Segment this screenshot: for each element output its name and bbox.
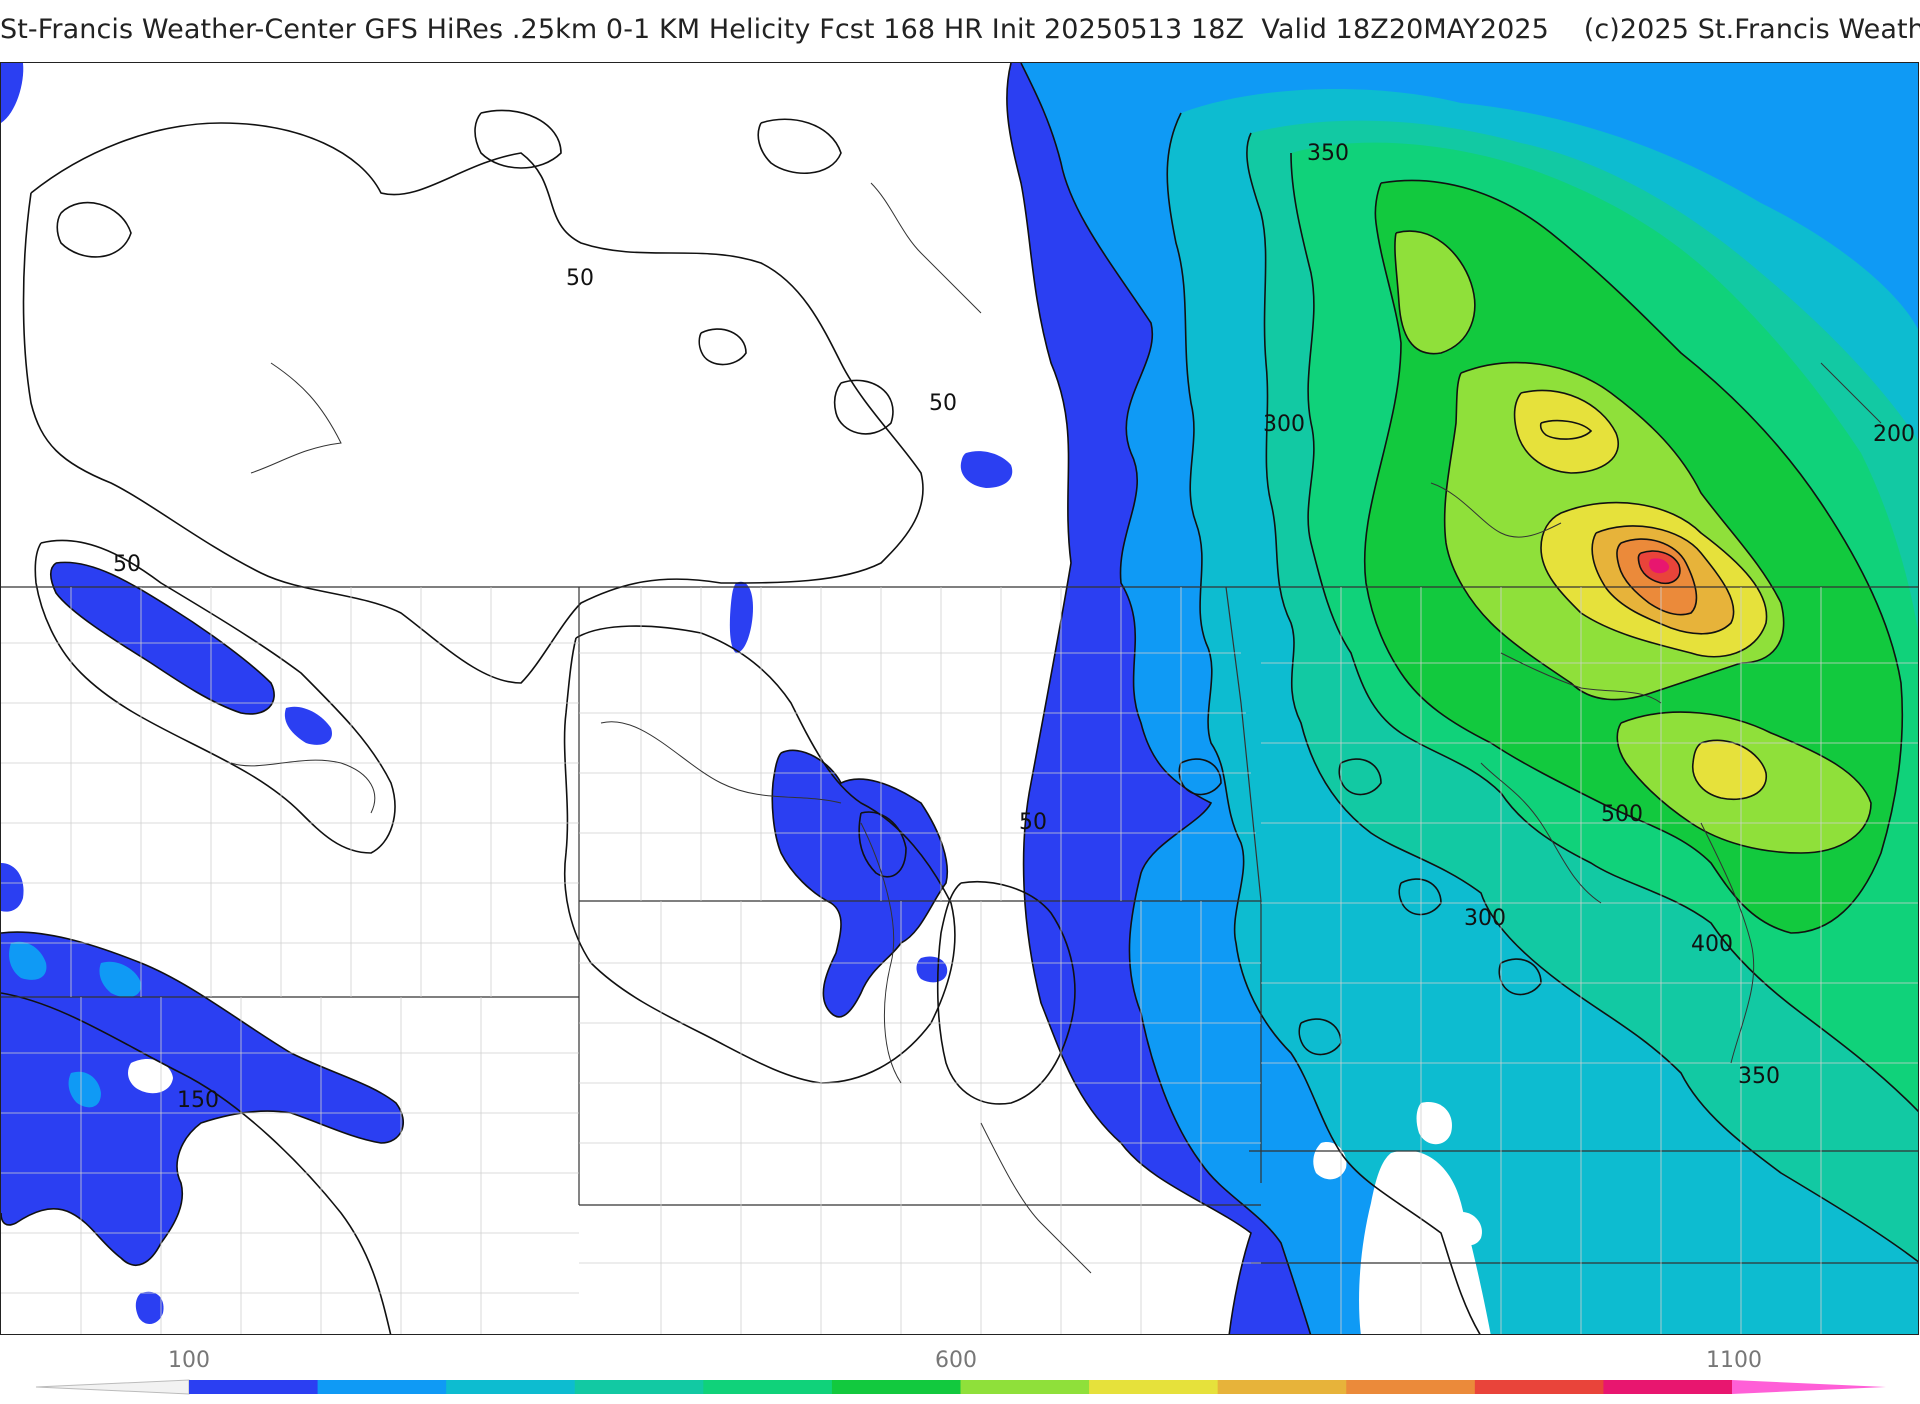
- patch-sw-small: [135, 1291, 164, 1325]
- contour-label: 50: [1019, 810, 1047, 835]
- contour-label: 350: [1307, 141, 1349, 166]
- patch-west-edge: [1, 863, 24, 912]
- patch-sw-150b: [99, 961, 142, 998]
- county-lines: [1, 587, 1918, 1334]
- contour-label: 200: [1873, 422, 1915, 447]
- contour-label: 50: [929, 391, 957, 416]
- contour-label: 300: [1263, 412, 1305, 437]
- colorbar-tick-label: 1100: [1706, 1348, 1762, 1373]
- contour-label: 400: [1691, 932, 1733, 957]
- patch-ne-central: [772, 750, 948, 1017]
- colorbar-cell: [831, 1380, 961, 1394]
- patch-sw-150a: [9, 941, 47, 980]
- patch-sw-large: [1, 932, 404, 1266]
- colorbar-left-arrow: [35, 1379, 190, 1395]
- patch-wy-small: [284, 706, 332, 745]
- patch-ne-blob: [960, 451, 1013, 488]
- colorbar-cells: [189, 1380, 1733, 1394]
- helicity-contours: [1, 63, 1918, 1334]
- patch-sd-streak: [729, 581, 753, 653]
- fill-450c: [1692, 740, 1767, 800]
- colorbar-cell: [703, 1380, 833, 1394]
- colorbar-cell: [1089, 1380, 1219, 1394]
- color-scale-bar: 100 600 1100: [0, 1338, 1920, 1400]
- colorbar-tick-label: 600: [935, 1348, 977, 1373]
- contour-label: 150: [177, 1088, 219, 1113]
- patch-nw-corner: [1, 63, 24, 123]
- patch-ne-small: [916, 956, 948, 983]
- rivers: [230, 182, 1882, 1274]
- contour-label: 50: [566, 266, 594, 291]
- state-boundaries: [1, 586, 1918, 1264]
- patch-sw-150c: [68, 1071, 101, 1108]
- fill-1000: [1649, 558, 1670, 574]
- contour-labels: 50 50 50 50 300 350 200 500 300 400 350 …: [113, 141, 1915, 1113]
- colorbar-tick-label: 100: [168, 1348, 210, 1373]
- colorbar-cell: [1603, 1380, 1733, 1394]
- colorbar-cell: [1217, 1380, 1347, 1394]
- colorbar-cell: [189, 1380, 319, 1394]
- patch-wy-streak: [50, 562, 275, 714]
- colorbar-cell: [1474, 1380, 1604, 1394]
- fill-450a: [1514, 390, 1619, 473]
- western-helicity-patches: [1, 63, 1013, 1325]
- helicity-fill-layers: [1006, 63, 1918, 1334]
- contour-label: 50: [113, 552, 141, 577]
- colorbar-right-arrow: [1732, 1380, 1886, 1394]
- map-title: St-Francis Weather-Center GFS HiRes .25k…: [0, 14, 1920, 45]
- colorbar-cell: [1346, 1380, 1476, 1394]
- contour-label: 350: [1738, 1064, 1780, 1089]
- colorbar-cell: [574, 1380, 704, 1394]
- fill-400a: [1394, 231, 1475, 354]
- contour-label: 500: [1601, 802, 1643, 827]
- contour-label: 300: [1464, 906, 1506, 931]
- color-scale-svg: 100 600 1100: [35, 1348, 1886, 1395]
- helicity-map-svg: 50 50 50 50 300 350 200 500 300 400 350 …: [1, 63, 1918, 1334]
- colorbar-cell: [317, 1380, 447, 1394]
- helicity-map: 50 50 50 50 300 350 200 500 300 400 350 …: [0, 62, 1919, 1335]
- colorbar-cell: [446, 1380, 576, 1394]
- colorbar-cell: [960, 1380, 1090, 1394]
